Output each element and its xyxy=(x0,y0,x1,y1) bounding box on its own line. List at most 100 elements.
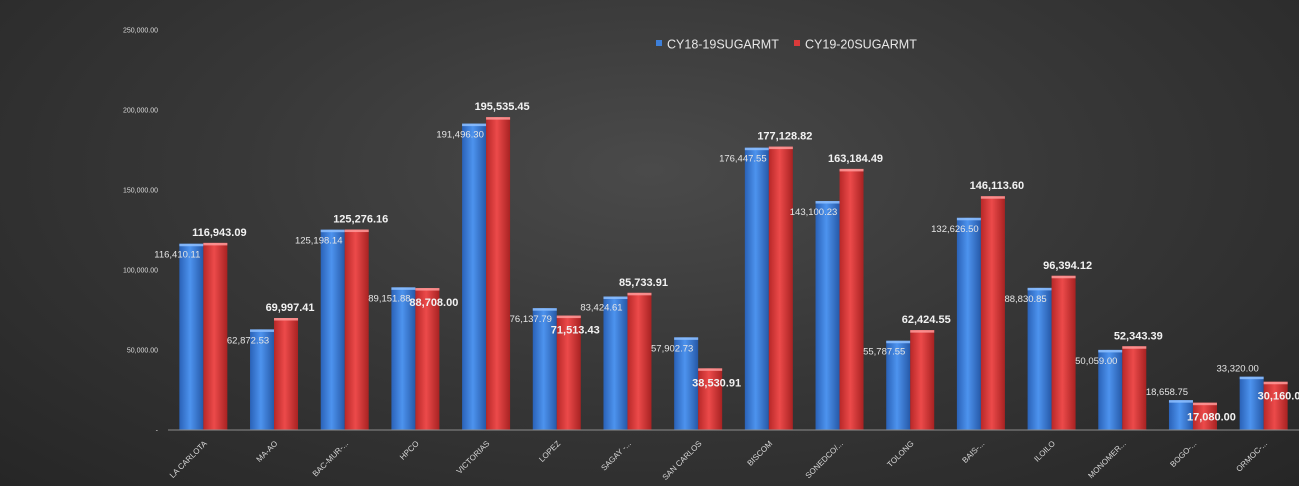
bar-cy18-19 xyxy=(179,243,204,430)
bar-top-highlight xyxy=(1168,400,1193,403)
bar-cy18-19 xyxy=(462,123,487,430)
bar-top-highlight xyxy=(980,196,1005,199)
bar-cy19-20 xyxy=(698,368,723,430)
data-label-cy18-19: 88,830.85 xyxy=(1004,294,1046,305)
data-label-cy18-19: 50,059.00 xyxy=(1075,356,1117,367)
data-label-cy19-20: 85,733.91 xyxy=(619,277,668,289)
y-tick-label: 150,000.00 xyxy=(123,188,158,195)
bar-top-highlight xyxy=(956,217,981,221)
x-tick-label: MA-AO xyxy=(255,439,280,464)
bar-top-highlight xyxy=(179,243,204,247)
bar-cy18-19 xyxy=(886,340,911,430)
data-label-cy18-19: 125,198.14 xyxy=(295,236,343,247)
data-label-cy19-20: 38,530.91 xyxy=(692,377,741,389)
x-tick-label: LA CARLOTA xyxy=(168,439,209,480)
bar-top-highlight xyxy=(274,318,299,321)
x-tick-label: ILOILO xyxy=(1032,439,1057,464)
x-tick-label: BAC-MUR-... xyxy=(311,439,350,478)
bar-cy19-20 xyxy=(415,288,440,430)
bar-cy19-20 xyxy=(1192,402,1217,430)
bar-top-highlight xyxy=(344,229,369,233)
bar-top-highlight xyxy=(627,292,652,296)
bar-top-highlight xyxy=(698,368,723,371)
bar-top-highlight xyxy=(839,168,864,172)
data-label-cy18-19: 76,137.79 xyxy=(510,314,552,325)
data-label-cy19-20: 30,160.00 xyxy=(1258,391,1299,403)
bar-cy18-19 xyxy=(674,337,699,430)
bar-top-highlight xyxy=(674,337,699,340)
bar-cy18-19 xyxy=(1098,349,1123,430)
bar-top-highlight xyxy=(1027,287,1052,291)
bar-top-highlight xyxy=(203,242,228,246)
bar-cy19-20 xyxy=(627,292,652,430)
bars xyxy=(179,117,1288,431)
bar-cy18-19 xyxy=(250,329,275,430)
bar-top-highlight xyxy=(462,123,487,127)
bar-cy19-20 xyxy=(1122,346,1147,430)
x-tick-label: MONOMER... xyxy=(1086,439,1127,480)
bar-cy18-19 xyxy=(815,201,840,430)
data-label-cy18-19: 143,100.23 xyxy=(790,207,838,218)
y-tick-label: 200,000.00 xyxy=(123,108,158,115)
data-label-cy18-19: 62,872.53 xyxy=(227,335,269,346)
bar-cy19-20 xyxy=(344,229,369,430)
bar-top-highlight xyxy=(250,329,275,332)
bar-top-highlight xyxy=(744,147,769,151)
bar-top-highlight xyxy=(768,146,793,150)
bar-cy19-20 xyxy=(274,318,299,430)
bar-cy18-19 xyxy=(744,147,769,431)
bar-top-highlight xyxy=(320,229,345,233)
data-label-cy18-19: 83,424.61 xyxy=(580,303,622,314)
x-tick-label: LOPEZ xyxy=(537,439,562,464)
bar-top-highlight xyxy=(486,117,511,120)
data-label-cy19-20: 195,535.45 xyxy=(475,101,530,113)
bar-top-highlight xyxy=(415,288,440,291)
data-label-cy19-20: 88,708.00 xyxy=(409,297,458,309)
legend-label: CY19-20SUGARMT xyxy=(805,38,917,52)
x-tick-label: VICTORIAS xyxy=(455,439,492,476)
x-tick-label: ORMOC-... xyxy=(1234,439,1269,474)
data-label-cy19-20: 96,394.12 xyxy=(1043,260,1092,272)
bar-top-highlight xyxy=(1122,346,1147,349)
bar-top-highlight xyxy=(815,201,840,204)
bar-cy18-19 xyxy=(320,229,345,430)
data-label-cy18-19: 89,151.88 xyxy=(368,293,410,304)
data-label-cy18-19: 116,410.11 xyxy=(154,250,200,261)
x-tick-label: SAN CARLOS xyxy=(661,439,704,482)
data-label-cy19-20: 163,184.49 xyxy=(828,153,883,165)
bar-cy18-19 xyxy=(1239,376,1264,430)
bar-top-highlight xyxy=(1098,349,1123,353)
bar-cy18-19 xyxy=(391,287,416,430)
bar-top-highlight xyxy=(910,330,935,333)
bar-top-highlight xyxy=(1263,381,1288,385)
data-label-cy18-19: 191,496.30 xyxy=(436,130,484,141)
x-tick-label: BISCOM xyxy=(746,439,775,468)
x-tick-label: SAGAY -... xyxy=(599,439,633,473)
bar-cy19-20 xyxy=(910,330,935,430)
bar-top-highlight xyxy=(1192,402,1217,406)
bar-top-highlight xyxy=(1051,275,1076,279)
data-label-cy19-20: 52,343.39 xyxy=(1114,330,1163,342)
x-tick-label: TOLONG xyxy=(885,439,915,469)
data-label-cy18-19: 57,902.73 xyxy=(651,343,693,354)
data-label-cy19-20: 125,276.16 xyxy=(333,214,388,226)
bar-top-highlight xyxy=(603,296,628,300)
data-label-cy18-19: 33,320.00 xyxy=(1217,364,1259,375)
bar-cy19-20 xyxy=(980,196,1005,430)
legend-swatch xyxy=(656,40,662,46)
bar-cy19-20 xyxy=(839,168,864,430)
bar-cy19-20 xyxy=(556,315,581,430)
bar-top-highlight xyxy=(391,287,416,290)
bar-cy19-20 xyxy=(1051,275,1076,430)
bar-cy18-19 xyxy=(532,308,557,430)
bar-top-highlight xyxy=(556,315,581,319)
bar-cy19-20 xyxy=(486,117,511,430)
data-label-cy18-19: 55,787.55 xyxy=(863,347,905,358)
x-axis: LA CARLOTA MA-AO BAC-MUR-... HPCO VICTORIAS L… xyxy=(168,429,1299,482)
y-tick-label: 50,000.00 xyxy=(127,348,158,355)
data-label-cy19-20: 17,080.00 xyxy=(1187,412,1236,424)
bar-cy18-19 xyxy=(1168,400,1193,430)
y-axis: - 50,000.00 100,000.00 150,000.00 200,000.00… xyxy=(123,28,159,435)
data-label-cy19-20: 146,113.60 xyxy=(970,180,1024,192)
data-label-cy19-20: 69,997.41 xyxy=(266,302,315,314)
